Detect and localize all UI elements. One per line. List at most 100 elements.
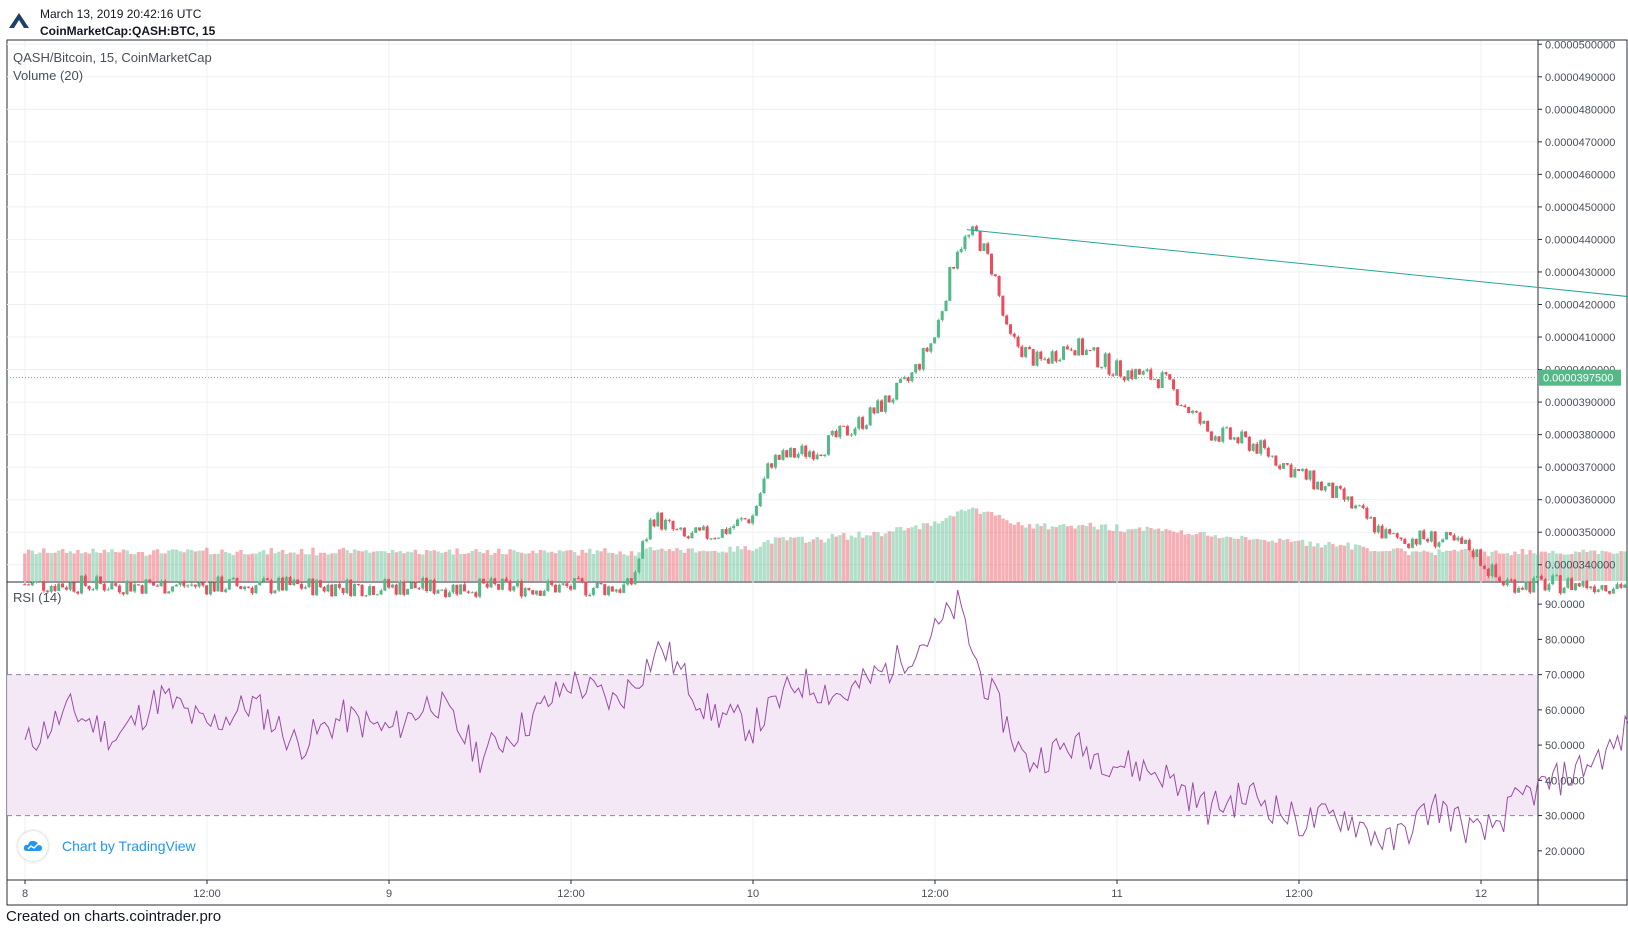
annotations[interactable]: E+0.0000101300 (+26.58%) in 16h 30m0.000…: [7, 53, 1628, 582]
volume-bar: [986, 511, 990, 581]
candle-body: [349, 579, 353, 596]
candle-body: [1463, 539, 1467, 544]
candle-body: [1323, 486, 1327, 491]
candle-body: [1562, 587, 1566, 594]
volume-bar: [246, 554, 251, 581]
candle-body: [436, 590, 440, 594]
volume-bar: [1331, 543, 1335, 581]
candle-body: [239, 586, 243, 590]
volume-bar: [1111, 530, 1115, 581]
volume-bar: [1225, 536, 1229, 581]
volume-bar: [341, 547, 346, 581]
price-tick-label: 0.0000440000: [1545, 234, 1615, 246]
rsi-tick-label: 40.0000: [1545, 775, 1585, 787]
candle-body: [800, 445, 804, 454]
price-tick-label: 0.0000370000: [1545, 462, 1615, 474]
candle-body: [76, 591, 80, 594]
price-tick-label: 0.0000450000: [1545, 202, 1615, 214]
candle-body: [91, 589, 95, 591]
volume-bar: [519, 552, 524, 581]
volume-bar: [174, 549, 179, 581]
volume-bar: [250, 553, 255, 581]
candle-body: [1570, 578, 1574, 590]
volume-bar: [443, 551, 448, 581]
volume-bar: [1426, 551, 1430, 581]
volume-bar: [1551, 550, 1555, 581]
volume-bar: [1380, 551, 1384, 581]
candle-body: [413, 582, 417, 589]
candle-body: [220, 576, 224, 592]
volume-bar: [625, 555, 630, 581]
volume-bar: [231, 554, 236, 581]
candle-body: [682, 527, 686, 537]
candle-body: [1255, 443, 1259, 454]
volume-bar: [478, 551, 482, 581]
volume-bar: [208, 554, 213, 581]
candle-body: [387, 579, 391, 588]
volume-bar: [898, 526, 903, 581]
volume-bar: [42, 548, 46, 581]
volume-bar: [1460, 549, 1464, 581]
candle-body: [114, 583, 118, 586]
candle-body: [732, 526, 736, 529]
candle-body: [26, 584, 30, 586]
candle-body: [644, 539, 648, 542]
volume-bar: [955, 511, 960, 581]
volume-bar: [1623, 551, 1627, 581]
volume-bar: [1608, 552, 1612, 581]
volume-bar: [114, 552, 118, 581]
candle-body: [284, 577, 288, 591]
candle-body: [337, 584, 341, 588]
volume-bar: [428, 550, 433, 581]
volume-bar: [136, 551, 141, 581]
volume-bar: [334, 553, 338, 581]
candle-body: [641, 541, 645, 559]
candle-body: [443, 589, 448, 597]
volume-bar: [1069, 525, 1074, 581]
volume-bar: [1547, 552, 1551, 581]
volume-bar: [345, 550, 349, 581]
volume-bar: [921, 523, 926, 581]
rsi-tick-label: 60.0000: [1545, 705, 1585, 717]
volume-bar: [1372, 551, 1377, 581]
volume-bar: [872, 531, 876, 581]
volume-bar: [910, 527, 914, 581]
volume-bar: [527, 553, 531, 581]
candle-body: [159, 580, 163, 587]
volume-bar: [766, 540, 770, 581]
candle-body: [500, 578, 504, 590]
price-tick-label: 0.0000480000: [1545, 104, 1615, 116]
candle-body: [371, 586, 375, 595]
volume-bar: [1357, 545, 1362, 581]
volume-bar: [61, 549, 65, 581]
volume-bar: [1080, 524, 1085, 581]
candle-body: [1308, 470, 1312, 480]
volume-bar: [299, 548, 304, 581]
candle-body: [470, 592, 474, 594]
volume-bar: [1289, 541, 1293, 581]
volume-bar: [493, 553, 497, 581]
candle-body: [1501, 580, 1505, 586]
volume-bar: [641, 550, 645, 581]
volume-bar: [1399, 548, 1403, 581]
volume-bar: [1255, 538, 1259, 581]
tradingview-badge[interactable]: Chart by TradingView: [18, 831, 196, 861]
volume-bar: [1183, 534, 1187, 581]
candle-body: [845, 426, 849, 436]
volume-bar: [474, 549, 478, 581]
volume-bar: [675, 548, 679, 581]
candle-body: [1528, 581, 1532, 593]
volume-bar: [296, 554, 300, 581]
volume-bar: [1217, 538, 1221, 581]
candle-body: [148, 579, 152, 583]
volume-bar: [1327, 542, 1331, 581]
candle-body: [459, 584, 463, 595]
candle-body: [95, 576, 99, 590]
candle-body: [766, 463, 770, 479]
candle-body: [1005, 315, 1009, 325]
candle-body: [1471, 550, 1475, 557]
candle-body: [83, 575, 87, 586]
volume-bar: [436, 551, 440, 581]
time-tick-label: 12:00: [557, 888, 585, 900]
